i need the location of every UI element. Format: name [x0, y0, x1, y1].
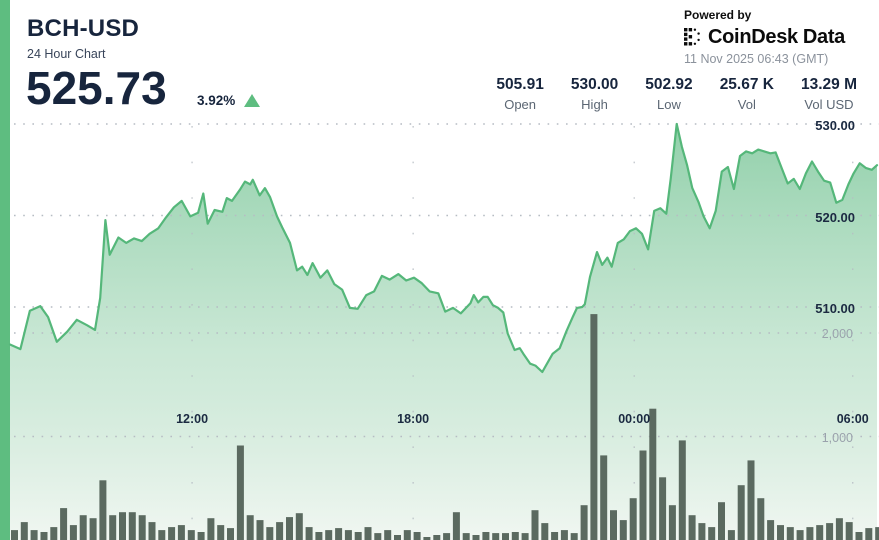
- time-axis-label: 18:00: [397, 412, 430, 426]
- ohlc-stats-row: 505.91 Open 530.00 High 502.92 Low 25.67 K Vol 1…: [496, 76, 857, 112]
- price-axis-label: 520.00: [815, 209, 855, 225]
- symbol-title: BCH-USD: [27, 15, 140, 42]
- brand-word-2: Data: [802, 26, 846, 48]
- stat-value: 505.91: [496, 76, 544, 93]
- price-line: [8, 122, 879, 374]
- stat-value: 13.29 M: [800, 76, 857, 93]
- coindesk-brand[interactable]: CoinDesk Data: [684, 26, 856, 49]
- up-arrow-icon: [244, 94, 261, 107]
- time-axis-label: 06:00: [836, 412, 869, 426]
- gridlines: [14, 123, 879, 538]
- price-change: 3.92%: [197, 93, 261, 108]
- coindesk-brand-name: CoinDesk Data: [708, 26, 845, 49]
- stat-value: 502.92: [645, 76, 693, 93]
- stat-label: Open: [504, 97, 537, 112]
- volume-bars: [11, 314, 879, 540]
- last-price: 525.73: [26, 62, 167, 114]
- stat-open: 505.91 Open: [496, 76, 543, 112]
- price-area-fill: [10, 124, 877, 540]
- stat-vol-usd: 13.29 M Vol USD: [801, 76, 857, 112]
- time-axis-label: 00:00: [618, 412, 651, 426]
- stat-label: High: [581, 97, 608, 112]
- change-percent: 3.92%: [197, 93, 236, 108]
- coindesk-logo-icon: [684, 28, 700, 46]
- stat-label: Vol: [737, 97, 756, 112]
- price-axis-label: 530.00: [815, 118, 855, 133]
- time-axis-label: 12:00: [176, 412, 209, 426]
- stat-low: 502.92 Low: [645, 76, 692, 112]
- chart-timestamp: 11 Nov 2025 06:43 (GMT): [684, 52, 829, 66]
- powered-by-block: Powered by CoinDesk Data 11 Nov 2025 06:4…: [684, 8, 856, 66]
- stat-value: 530.00: [570, 76, 619, 93]
- brand-word-1: CoinDesk: [708, 26, 798, 48]
- chart-subtitle: 24 Hour Chart: [27, 47, 106, 61]
- stat-value: 25.67 K: [719, 76, 774, 93]
- stat-vol: 25.67 K Vol: [720, 76, 774, 112]
- stat-label: Vol USD: [804, 97, 854, 112]
- volume-axis-label: 1,000: [821, 430, 853, 445]
- stat-label: Low: [657, 97, 681, 112]
- accent-strip: [0, 0, 10, 540]
- volume-axis-label: 2,000: [821, 327, 853, 341]
- powered-by-label: Powered by: [684, 8, 752, 22]
- price-axis-label: 510.00: [815, 301, 855, 316]
- stat-high: 530.00 High: [571, 76, 618, 112]
